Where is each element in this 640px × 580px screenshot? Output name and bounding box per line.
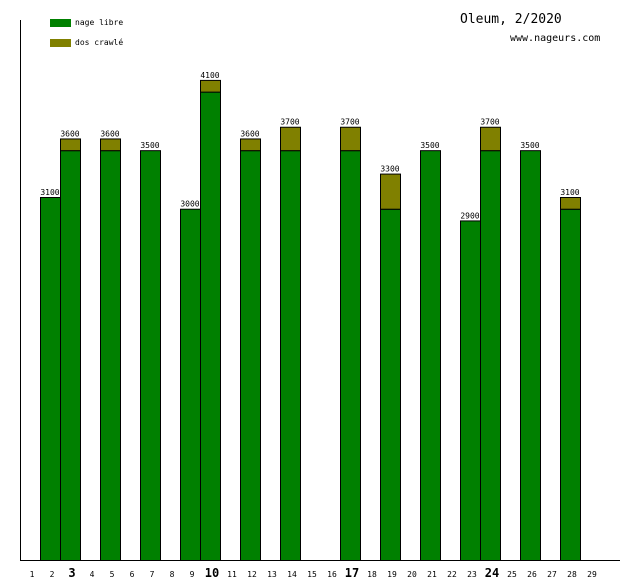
x-tick-label-18: 18 [367,570,377,579]
data-label-day-17: 3700 [340,118,359,127]
bar-nage-libre-day-2 [40,197,61,561]
data-label-day-5: 3600 [100,129,119,138]
x-tick-label-13: 13 [267,570,277,579]
x-tick-label-12: 12 [247,570,257,579]
x-tick-label-2: 2 [50,570,55,579]
bar-nage-libre-day-3 [60,150,81,561]
x-tick-label-15: 15 [307,570,317,579]
chart-title: Oleum, 2/2020 [460,12,562,27]
x-tick-label-9: 9 [190,570,195,579]
bar-dos-crawle-day-24 [480,126,501,152]
data-label-day-2: 3100 [40,188,59,197]
x-tick-label-21: 21 [427,570,437,579]
bar-dos-crawle-day-3 [60,138,81,152]
bar-dos-crawle-day-17 [340,126,361,152]
x-tick-label-29: 29 [587,570,597,579]
data-label-day-9: 3000 [180,200,199,209]
x-tick-label-10: 10 [205,566,219,580]
x-tick-label-5: 5 [110,570,115,579]
data-label-day-21: 3500 [420,141,439,150]
bar-nage-libre-day-28 [560,208,581,561]
data-label-day-14: 3700 [280,118,299,127]
x-tick-label-17: 17 [345,566,359,580]
data-label-day-3: 3600 [60,129,79,138]
legend: nage libre dos crawlé [50,18,123,47]
bar-nage-libre-day-9 [180,208,201,561]
legend-swatch-nage-libre [50,19,71,27]
x-tick-label-3: 3 [68,566,75,580]
chart-subtitle: www.nageurs.com [510,33,600,44]
data-label-day-28: 3100 [560,188,579,197]
x-tick-label-6: 6 [130,570,135,579]
bar-nage-libre-day-21 [420,150,441,561]
x-tick-label-23: 23 [467,570,477,579]
bar-nage-libre-day-26 [520,150,541,561]
x-tick-label-19: 19 [387,570,397,579]
x-tick-label-8: 8 [170,570,175,579]
bar-nage-libre-day-12 [240,150,261,561]
x-tick-label-24: 24 [485,566,499,580]
x-tick-label-4: 4 [90,570,95,579]
x-tick-label-22: 22 [447,570,457,579]
x-tick-label-11: 11 [227,570,237,579]
data-label-day-12: 3600 [240,129,259,138]
bar-dos-crawle-day-10 [200,79,221,93]
x-tick-label-26: 26 [527,570,537,579]
bar-nage-libre-day-17 [340,150,361,561]
bar-nage-libre-day-14 [280,150,301,561]
legend-label-nage-libre: nage libre [75,18,123,27]
x-tick-label-16: 16 [327,570,337,579]
x-tick-label-28: 28 [567,570,577,579]
data-label-day-23: 2900 [460,211,479,220]
bar-nage-libre-day-7 [140,150,161,561]
data-label-day-7: 3500 [140,141,159,150]
bar-dos-crawle-day-5 [100,138,121,152]
bar-dos-crawle-day-19 [380,173,401,210]
x-tick-label-14: 14 [287,570,297,579]
data-label-day-19: 3300 [380,165,399,174]
bar-dos-crawle-day-28 [560,197,581,210]
data-label-day-24: 3700 [480,118,499,127]
x-tick-label-20: 20 [407,570,417,579]
x-tick-label-7: 7 [150,570,155,579]
bar-dos-crawle-day-12 [240,138,261,152]
legend-swatch-dos-crawle [50,39,71,47]
x-tick-label-25: 25 [507,570,517,579]
x-tick-label-1: 1 [30,570,35,579]
data-label-day-10: 4100 [200,71,219,80]
bar-nage-libre-day-5 [100,150,121,561]
data-label-day-26: 3500 [520,141,539,150]
bar-nage-libre-day-19 [380,208,401,561]
bar-nage-libre-day-24 [480,150,501,561]
bar-nage-libre-day-23 [460,220,481,561]
bar-nage-libre-day-10 [200,91,221,561]
bar-dos-crawle-day-14 [280,126,301,152]
x-tick-label-27: 27 [547,570,557,579]
legend-label-dos-crawle: dos crawlé [75,37,123,47]
